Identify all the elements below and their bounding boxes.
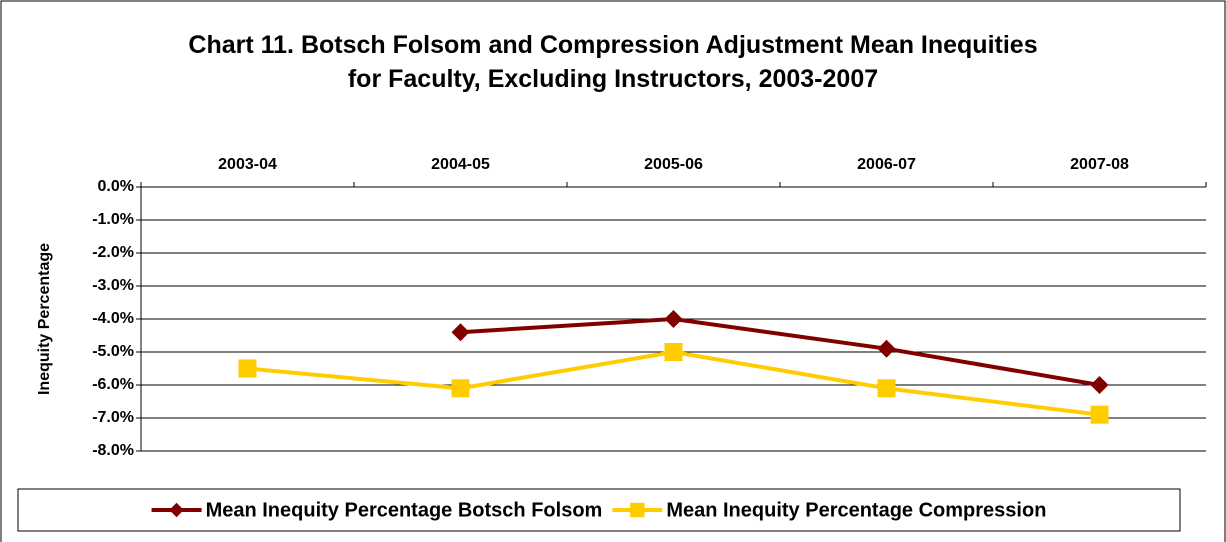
legend-marker (630, 502, 645, 518)
y-tick-label: -3.0% (92, 277, 134, 294)
data-point (451, 379, 470, 398)
data-point (877, 339, 896, 358)
data-point (877, 379, 896, 398)
legend-label: Mean Inequity Percentage Compression (666, 499, 1046, 521)
y-axis-title: Inequity Percentage (36, 243, 53, 395)
data-point (1090, 405, 1109, 424)
y-tick-label: -6.0% (92, 376, 134, 393)
legend-box (17, 488, 1181, 532)
chart-title: Chart 11. Botsch Folsom and Compression … (188, 31, 1038, 93)
data-point (238, 359, 257, 378)
y-tick-label: -2.0% (92, 244, 134, 261)
data-point (664, 310, 683, 328)
y-tick-label: -5.0% (92, 343, 134, 360)
data-point (1090, 376, 1109, 394)
x-tick-label: 2003-04 (218, 156, 277, 173)
legend-label: Mean Inequity Percentage Botsch Folsom (206, 499, 603, 521)
data-point (451, 323, 470, 342)
x-tick-label: 2006-07 (857, 156, 916, 173)
legend: Mean Inequity Percentage Botsch Folsom Me… (151, 499, 1046, 521)
y-tick-label: 0.0% (98, 178, 134, 195)
y-tick-label: -1.0% (92, 211, 134, 228)
series-line (460, 316, 1100, 387)
y-tick-label: -4.0% (92, 310, 134, 327)
y-tick-label: -7.0% (92, 409, 134, 426)
x-tick-label: 2007-08 (1070, 156, 1129, 173)
y-tick-label: -8.0% (92, 442, 134, 459)
x-tick-label: 2004-05 (431, 156, 490, 173)
data-point (664, 343, 683, 361)
x-tick-label: 2005-06 (644, 156, 703, 173)
